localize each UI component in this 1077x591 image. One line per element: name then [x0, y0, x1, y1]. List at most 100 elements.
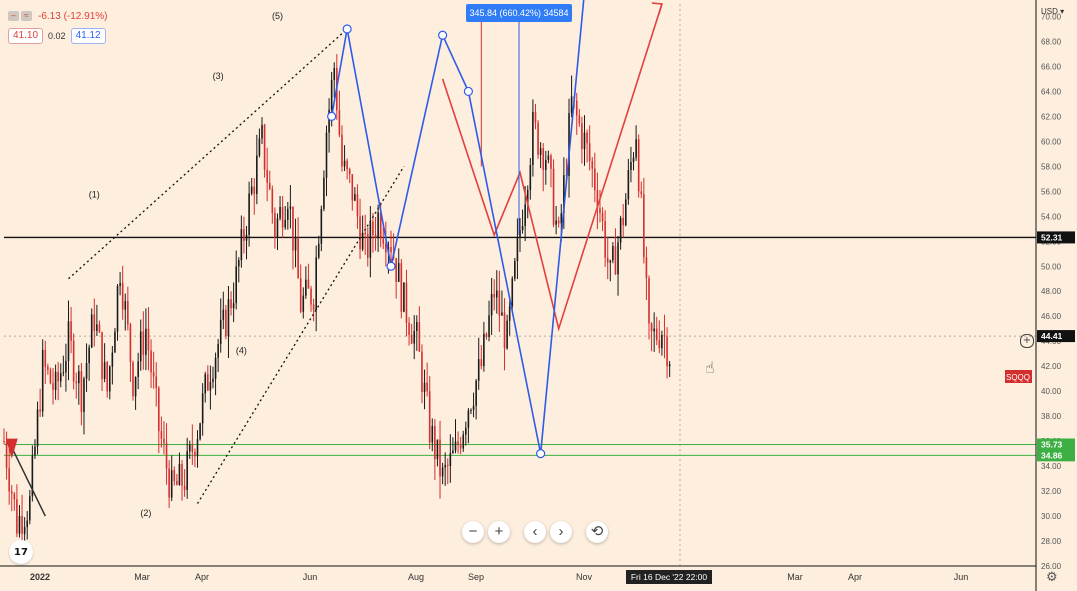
projection-node [327, 111, 337, 122]
candle-body [250, 186, 253, 194]
candle-body [511, 278, 514, 307]
candle-body [271, 188, 274, 213]
candle-body [542, 148, 545, 170]
candle-body [658, 340, 661, 349]
candle-body [67, 321, 70, 361]
candle-body [83, 378, 85, 413]
candle-body [390, 246, 392, 253]
scroll-left-button[interactable]: ‹ [524, 521, 546, 543]
candle-body [506, 320, 508, 349]
candle-body [485, 333, 488, 337]
candle-body [668, 364, 671, 367]
candle-body [586, 132, 588, 144]
header-icons[interactable]: – ≈ [8, 11, 32, 21]
candle-body [550, 155, 552, 169]
candle-body [13, 493, 16, 500]
candle-body [49, 369, 52, 384]
plus-circle-icon[interactable]: + [1020, 334, 1034, 348]
candle-body [330, 79, 333, 110]
x-tick-label: Aug [408, 572, 424, 582]
candle-body [661, 335, 663, 349]
y-tick-label: 42.00 [1041, 362, 1062, 371]
x-tick-label: Apr [848, 572, 862, 582]
candle-body [253, 186, 256, 195]
candle-body [467, 410, 470, 428]
candle-body [521, 226, 524, 231]
candle-body [457, 441, 459, 445]
candle-body [372, 221, 374, 235]
candle-body [29, 496, 31, 521]
measure-label-box [466, 4, 572, 22]
x-tick-label: Jun [303, 572, 318, 582]
wave-label: (2) [140, 508, 151, 518]
candle-body [230, 299, 232, 309]
candle-body [346, 160, 348, 170]
candle-body [501, 312, 503, 316]
wave-icon[interactable]: ≈ [21, 11, 32, 21]
y-tick-label: 70.00 [1041, 12, 1062, 21]
candle-body [5, 441, 8, 469]
candle-body [480, 359, 483, 367]
wave-label: (4) [236, 346, 247, 356]
chart-navigation-toolbar: − + ‹ › ⟲ [462, 521, 608, 543]
candle-body [575, 100, 578, 116]
candle-body [382, 238, 385, 244]
candle-body [436, 439, 439, 460]
candle-body [57, 371, 59, 382]
zoom-in-button[interactable]: + [488, 521, 510, 543]
candle-body [354, 194, 356, 201]
candle-body [10, 491, 13, 494]
candle-body [209, 382, 212, 391]
candle-body [320, 208, 323, 244]
candle-body [524, 204, 526, 227]
price-tag-box [1037, 330, 1075, 343]
minus-icon[interactable]: – [8, 11, 19, 21]
tradingview-logo[interactable]: 17 [9, 540, 33, 564]
candle-body [418, 322, 421, 352]
candle-body [305, 279, 307, 296]
candle-body [410, 334, 413, 344]
ask-price-button[interactable]: 41.12 [70, 28, 106, 44]
candle-body [3, 441, 5, 443]
candle-body [31, 455, 34, 497]
candle-body [114, 331, 116, 353]
candle-body [41, 349, 44, 412]
candle-body [650, 323, 653, 332]
candle-body [622, 217, 624, 226]
candle-body [103, 362, 106, 379]
candle-body [444, 464, 446, 468]
candle-body [248, 193, 250, 235]
candle-body [21, 515, 23, 534]
candle-body [547, 155, 550, 160]
candle-body [258, 138, 261, 156]
candle-body [127, 301, 129, 325]
scroll-right-button[interactable]: › [550, 521, 572, 543]
candle-body [591, 161, 594, 169]
candle-body [452, 450, 454, 453]
candle-body [601, 212, 604, 222]
candle-body [245, 234, 248, 241]
candle-body [8, 468, 10, 492]
price-tag-box [1037, 449, 1075, 462]
early-trend-line [11, 447, 46, 517]
candle-body [604, 221, 606, 258]
candle-body [364, 232, 366, 234]
red-projection-arrowhead [651, 2, 663, 15]
zoom-out-button[interactable]: − [462, 521, 484, 543]
candle-body [52, 383, 54, 390]
y-tick-label: 64.00 [1041, 87, 1062, 96]
reset-chart-button[interactable]: ⟲ [586, 521, 608, 543]
candle-body [503, 312, 506, 349]
gear-icon[interactable]: ⚙ [1046, 570, 1058, 585]
candle-body [72, 340, 75, 382]
candle-body [299, 278, 302, 312]
candle-body [170, 470, 173, 498]
candle-body [101, 332, 103, 379]
candle-body [348, 169, 351, 175]
candle-body [395, 258, 397, 282]
bid-price-button[interactable]: 41.10 [8, 28, 44, 44]
candle-body [294, 237, 297, 251]
candle-body [323, 177, 325, 209]
